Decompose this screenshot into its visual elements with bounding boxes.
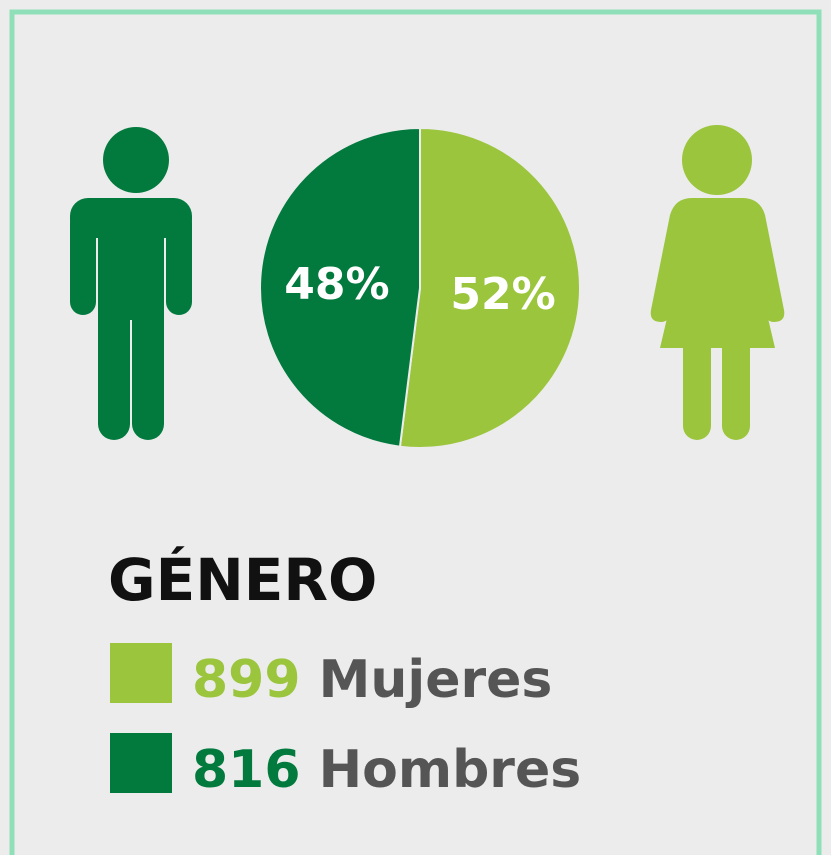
legend-gap <box>301 650 319 710</box>
legend-swatch <box>110 733 172 793</box>
pie-slice <box>259 126 421 448</box>
chart-title: GÉNERO <box>108 545 377 614</box>
legend-entry: 899 Mujeres <box>192 650 552 710</box>
legend-entry: 816 Hombres <box>192 740 581 800</box>
legend-label: Hombres <box>319 740 582 800</box>
legend-count: 816 <box>192 740 301 800</box>
legend-count: 899 <box>192 650 301 710</box>
slice-label: 52% <box>450 269 555 320</box>
woman-icon <box>650 125 785 440</box>
frame <box>9 9 822 855</box>
pie-slice <box>398 126 582 449</box>
legend-swatch <box>110 643 172 703</box>
man-icon <box>70 127 192 440</box>
legend-label: Mujeres <box>319 650 553 710</box>
pie: 52% 48% <box>259 126 582 449</box>
slice-label: 48% <box>284 259 389 310</box>
legend-gap <box>301 740 319 800</box>
legend: 899 Mujeres 816 Hombres <box>110 643 581 800</box>
